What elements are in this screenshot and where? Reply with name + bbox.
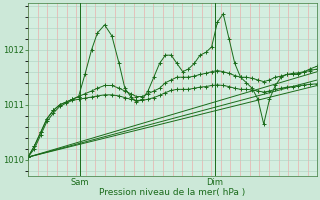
- X-axis label: Pression niveau de la mer( hPa ): Pression niveau de la mer( hPa ): [100, 188, 246, 197]
